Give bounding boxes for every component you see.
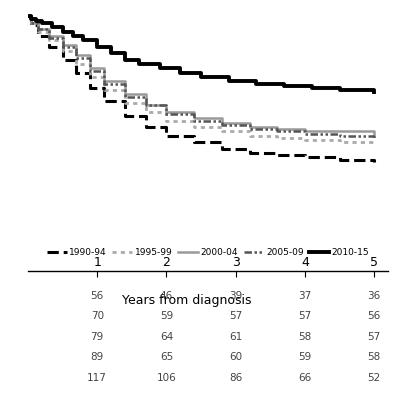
Text: 56: 56 [368, 312, 381, 322]
Text: 59: 59 [160, 312, 173, 322]
Text: 57: 57 [298, 312, 312, 322]
Text: 52: 52 [368, 373, 381, 383]
Text: 57: 57 [229, 312, 242, 322]
Text: 59: 59 [298, 352, 312, 362]
Text: 60: 60 [229, 352, 242, 362]
Text: 36: 36 [368, 291, 381, 301]
Text: 65: 65 [160, 352, 173, 362]
Text: 117: 117 [87, 373, 107, 383]
Text: 86: 86 [229, 373, 242, 383]
Text: 39: 39 [229, 291, 242, 301]
Text: 79: 79 [91, 332, 104, 342]
Text: 56: 56 [91, 291, 104, 301]
Text: 106: 106 [156, 373, 176, 383]
Text: 66: 66 [298, 373, 312, 383]
Text: 70: 70 [91, 312, 104, 322]
Text: 46: 46 [160, 291, 173, 301]
Text: 89: 89 [91, 352, 104, 362]
Text: 57: 57 [368, 332, 381, 342]
Text: 58: 58 [368, 352, 381, 362]
Text: 37: 37 [298, 291, 312, 301]
Text: 61: 61 [229, 332, 242, 342]
Text: Years from diagnosis: Years from diagnosis [122, 294, 251, 307]
Text: 58: 58 [298, 332, 312, 342]
Legend: 1990-94, 1995-99, 2000-04, 2005-09, 2010-15: 1990-94, 1995-99, 2000-04, 2005-09, 2010… [43, 244, 373, 260]
Text: 64: 64 [160, 332, 173, 342]
